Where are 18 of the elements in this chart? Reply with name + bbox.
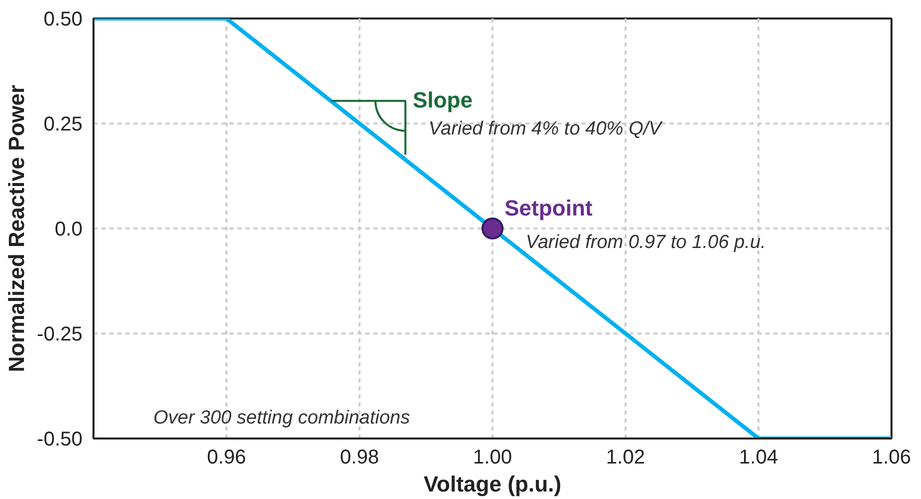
series-label: Setpoint bbox=[504, 196, 594, 220]
x-axis-title: Voltage (p.u.) bbox=[424, 472, 562, 496]
y-axis-title: Normalized Reactive Power bbox=[4, 84, 29, 372]
y-tick-label: -0.50 bbox=[36, 428, 83, 450]
annotation: Varied from 4% to 40% Q/V bbox=[428, 118, 664, 140]
y-tick-label: 0.50 bbox=[44, 8, 83, 30]
y-tick-label: -0.25 bbox=[36, 324, 83, 346]
x-tick-label: 1.00 bbox=[473, 446, 512, 468]
x-tick-label: 1.02 bbox=[606, 446, 645, 468]
x-tick-label: 1.04 bbox=[739, 446, 778, 468]
annotation: Slope bbox=[412, 87, 473, 112]
annotation: Varied from 0.97 to 1.06 p.u. bbox=[526, 232, 766, 253]
annotation: Over 300 setting combinations bbox=[153, 407, 410, 428]
y-tick-label: 0.25 bbox=[44, 114, 83, 136]
x-tick-label: 0.98 bbox=[340, 446, 379, 468]
x-tick-label: 1.06 bbox=[872, 446, 911, 468]
y-tick-label: 0.0 bbox=[54, 218, 83, 240]
x-tick-label: 0.96 bbox=[207, 446, 246, 468]
